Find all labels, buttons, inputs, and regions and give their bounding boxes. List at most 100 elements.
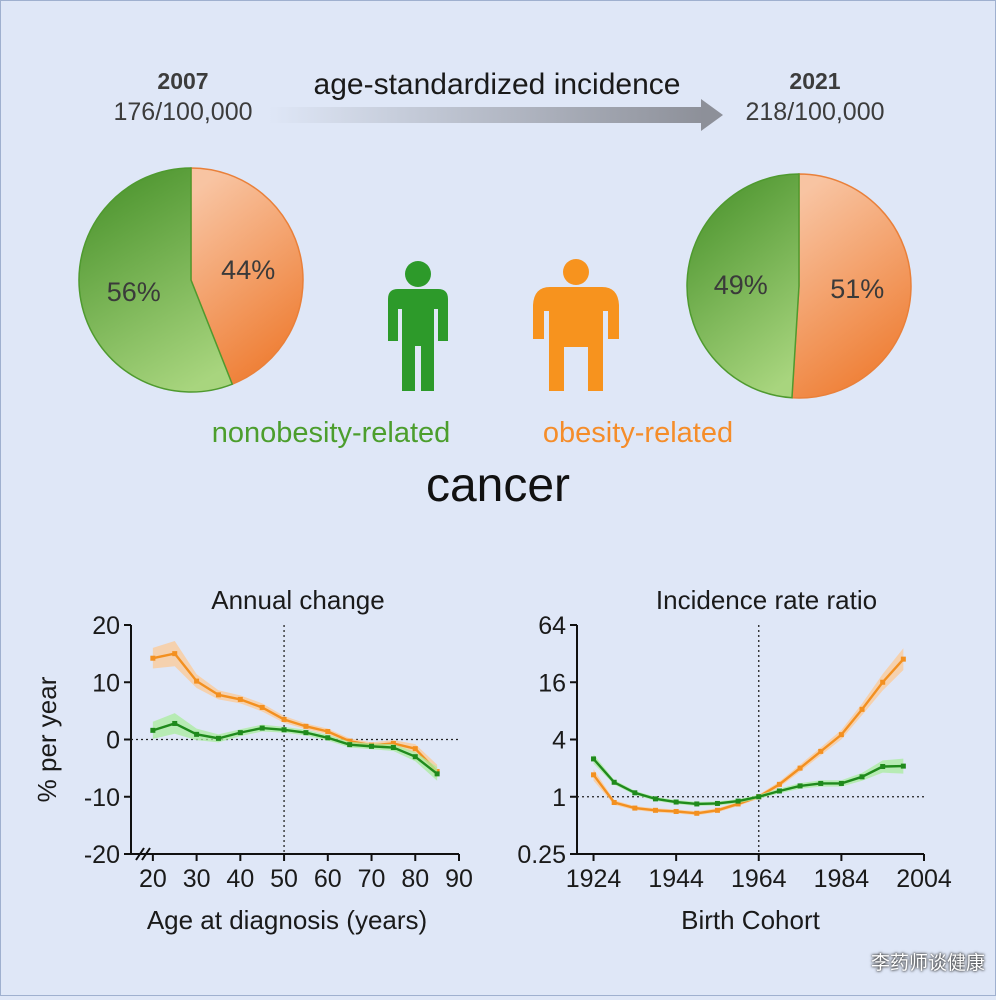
data-point — [172, 651, 178, 657]
data-point — [390, 741, 396, 747]
y-tick-label: -20 — [84, 841, 120, 869]
data-point — [714, 807, 720, 813]
pie-label-obesity: 51% — [830, 274, 884, 304]
x-tick-label: 1924 — [566, 865, 622, 893]
data-point — [859, 706, 865, 712]
data-point — [673, 799, 679, 805]
x-tick-label: 30 — [183, 865, 211, 893]
y-tick-label: 16 — [538, 669, 566, 697]
data-point — [735, 801, 741, 807]
y-tick-label: 0.25 — [517, 841, 566, 869]
pie-slice-nonobesity — [78, 167, 234, 393]
y-tick-label: 1 — [552, 784, 566, 812]
data-point — [347, 742, 353, 748]
data-point — [632, 805, 638, 811]
data-point — [303, 723, 309, 729]
data-point — [694, 810, 700, 816]
year-2021: 2021 — [789, 68, 840, 94]
data-point — [611, 779, 617, 785]
watermark: 李药师谈健康 — [870, 952, 985, 974]
data-point — [172, 720, 178, 726]
data-point — [900, 763, 906, 769]
series-line — [592, 758, 904, 806]
annual-change-chart: Annual change 20 10 0 -10 -20 20 30 40 50 60 70 80 90… — [32, 585, 473, 935]
x-axis-label: Birth Cohort — [681, 905, 820, 935]
data-point — [838, 732, 844, 738]
chart-title: Annual change — [211, 585, 384, 615]
data-point — [880, 679, 886, 685]
pie-slice-obesity — [791, 173, 912, 399]
y-tick-label: -10 — [84, 784, 120, 812]
data-point — [434, 771, 440, 777]
legend-nonobesity: nonobesity-related — [212, 417, 451, 449]
pie-slice-nonobesity — [686, 173, 800, 399]
data-point — [818, 748, 824, 754]
data-point — [325, 728, 331, 734]
data-point — [797, 765, 803, 771]
y-tick-label: 0 — [106, 727, 120, 755]
pie-label-nonobesity: 56% — [107, 277, 161, 307]
x-tick-label: 1964 — [731, 865, 787, 893]
confidence-band — [152, 641, 438, 779]
axis-break-mark — [141, 847, 151, 861]
data-point — [390, 745, 396, 751]
data-point — [412, 746, 418, 752]
y-tick-label: 20 — [92, 612, 120, 640]
y-tick-label: 4 — [552, 727, 566, 755]
x-tick-label: 1984 — [814, 865, 870, 893]
x-axis-label: Age at diagnosis (years) — [147, 905, 427, 935]
y-axis-label: % per year — [32, 676, 62, 802]
data-point — [859, 774, 865, 780]
incidence-arrow — [269, 99, 723, 131]
person-icon-orange — [533, 259, 619, 391]
data-point — [880, 764, 886, 770]
x-tick-label: 90 — [445, 865, 473, 893]
axis-break-mark — [135, 847, 145, 861]
rate-2007: 176/100,000 — [113, 98, 252, 126]
pie-label-nonobesity: 49% — [714, 270, 768, 300]
series-nonobesity-related — [591, 754, 906, 807]
x-tick-label: 20 — [139, 865, 167, 893]
series-line — [152, 652, 439, 773]
data-point — [237, 730, 243, 736]
data-point — [838, 780, 844, 786]
data-point — [776, 781, 782, 787]
data-point — [652, 807, 658, 813]
chart-title: Incidence rate ratio — [656, 585, 877, 615]
data-point — [259, 704, 265, 710]
data-point — [281, 727, 287, 733]
data-point — [194, 678, 200, 684]
data-point — [673, 808, 679, 814]
series-line — [152, 722, 438, 775]
data-point — [632, 790, 638, 796]
data-point — [714, 800, 720, 806]
data-point — [818, 780, 824, 786]
x-tick-label: 80 — [401, 865, 429, 893]
series-nonobesity-related — [150, 713, 440, 781]
data-point — [735, 798, 741, 804]
x-tick-label: 1944 — [648, 865, 704, 893]
data-point — [281, 716, 287, 722]
data-point — [325, 735, 331, 741]
data-point — [652, 796, 658, 802]
year-2007: 2007 — [157, 68, 208, 94]
data-point — [150, 727, 156, 733]
data-point — [150, 655, 156, 661]
pie-chart-2007: 44% 56% — [78, 167, 304, 393]
x-tick-label: 70 — [358, 865, 386, 893]
data-point — [776, 788, 782, 794]
data-point — [694, 801, 700, 807]
series-line — [592, 658, 905, 815]
pie-chart-2021: 51% 49% — [686, 173, 912, 399]
data-point — [347, 738, 353, 744]
data-point — [900, 656, 906, 662]
rate-2021: 218/100,000 — [745, 98, 884, 126]
cancer-title: cancer — [426, 459, 570, 512]
series-obesity-related — [591, 648, 906, 816]
data-point — [611, 800, 617, 806]
data-point — [194, 731, 200, 737]
person-icon-green — [388, 261, 448, 391]
